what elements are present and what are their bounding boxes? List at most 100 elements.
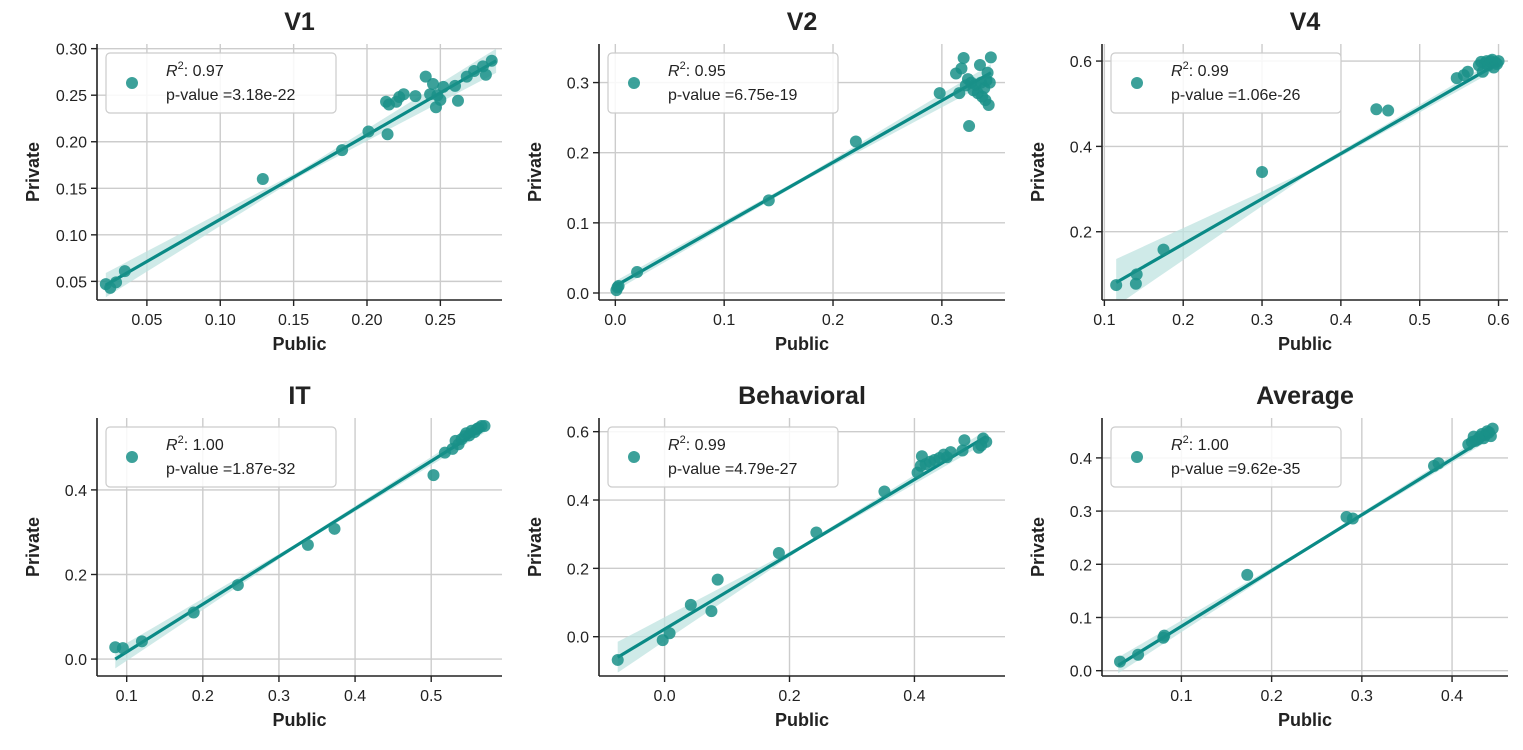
chart-v2-legend-marker — [628, 77, 640, 89]
chart-v2-legend-r2: R2: 0.95 — [668, 60, 726, 80]
chart-v4-legend-pvalue: p-value =1.06e-26 — [1171, 87, 1301, 104]
chart-v1-xtick-label: 0.20 — [351, 312, 382, 329]
chart-it-point — [427, 469, 440, 482]
chart-v4-ytick-label: 0.2 — [1070, 225, 1092, 242]
chart-v2-point — [957, 52, 970, 65]
chart-v1-xtick-label: 0.10 — [205, 312, 236, 329]
chart-v1-legend-r2: R2: 0.97 — [166, 60, 224, 80]
chart-it-ytick-label: 0.0 — [65, 652, 87, 669]
chart-average-point — [1432, 457, 1445, 470]
chart-v4-point — [1382, 104, 1395, 117]
chart-v2-point — [612, 279, 625, 292]
chart-v4-xlabel: Public — [1278, 334, 1332, 354]
chart-behavioral-xtick-label: 0.4 — [903, 688, 925, 705]
chart-behavioral-point — [810, 526, 823, 539]
chart-behavioral-ytick-label: 0.0 — [567, 630, 589, 647]
chart-v1-point — [485, 54, 498, 67]
chart-average-ytick-label: 0.0 — [1070, 664, 1092, 681]
chart-behavioral-legend-r2: R2: 0.99 — [668, 434, 726, 454]
chart-v1-point — [336, 144, 349, 157]
chart-v1-legend — [105, 52, 337, 114]
chart-v2-xtick-label: 0.2 — [822, 312, 844, 329]
chart-v4-point — [1492, 55, 1505, 68]
chart-behavioral-point — [663, 627, 676, 640]
chart-v2-point — [762, 194, 775, 207]
chart-it-point — [328, 522, 341, 535]
chart-v2-legend-pvalue: p-value =6.75e-19 — [668, 87, 798, 104]
chart-v4-plot-area — [1110, 53, 1505, 300]
chart-v1-point — [362, 125, 375, 138]
chart-v4-point — [1129, 277, 1142, 290]
chart-v1-plot-area — [99, 48, 498, 298]
chart-behavioral-ytick-label: 0.4 — [567, 493, 589, 510]
chart-average-ytick-label: 0.3 — [1070, 504, 1092, 521]
chart-v1-xtick-label: 0.25 — [425, 312, 456, 329]
chart-average-xtick-label: 0.4 — [1441, 688, 1463, 705]
chart-v1-ytick-label: 0.30 — [56, 42, 87, 59]
chart-v2-point — [955, 62, 968, 75]
chart-v4-xtick-label: 0.4 — [1330, 312, 1352, 329]
chart-v2-point — [983, 76, 996, 89]
chart-v4-xtick-label: 0.3 — [1251, 312, 1273, 329]
chart-behavioral-point — [772, 546, 785, 559]
chart-v2-point — [933, 87, 946, 100]
chart-v2-ytick-label: 0.2 — [567, 146, 589, 163]
chart-behavioral-legend-pvalue: p-value =4.79e-27 — [668, 461, 798, 478]
chart-v1: 0.05 0.10 0.15 0.20 0.25 0.05 0.10 0.15 0.20 0.25… — [23, 8, 502, 354]
chart-it-legend — [105, 426, 337, 488]
chart-it-xtick-label: 0.2 — [192, 688, 214, 705]
chart-v1-xtick-label: 0.05 — [131, 312, 162, 329]
chart-v2-ytick-label: 0.1 — [567, 216, 589, 233]
chart-v1-point — [110, 276, 123, 289]
chart-behavioral-xtick-label: 0.0 — [653, 688, 675, 705]
chart-v2-ylabel: Private — [525, 142, 545, 202]
chart-average-ylabel: Private — [1028, 517, 1048, 577]
chart-behavioral-point — [684, 598, 697, 611]
chart-it-title: IT — [288, 382, 310, 410]
chart-it-legend-r2: R2: 1.00 — [166, 434, 224, 454]
chart-behavioral-point — [958, 434, 971, 447]
chart-average-point — [1241, 568, 1254, 581]
chart-v4-legend-r2: R2: 0.99 — [1171, 60, 1229, 80]
chart-it-legend-marker — [126, 451, 138, 463]
chart-behavioral-xtick-label: 0.2 — [778, 688, 800, 705]
chart-average-legend-r2: R2: 1.00 — [1171, 434, 1229, 454]
chart-behavioral-point — [956, 444, 969, 457]
chart-v2-point — [973, 59, 986, 72]
chart-behavioral-ylabel: Private — [525, 517, 545, 577]
chart-average-point — [1346, 512, 1359, 525]
chart-it-plot-area — [109, 420, 491, 669]
chart-v4: 0.1 0.2 0.3 0.4 0.5 0.6 0.2 0.4 0.6 V4 Public Priva… — [1028, 8, 1510, 354]
chart-v4-ytick-label: 0.6 — [1070, 54, 1092, 71]
chart-v1-ytick-label: 0.25 — [56, 88, 87, 105]
chart-behavioral-point — [944, 446, 957, 459]
chart-it-point — [187, 606, 200, 619]
chart-v1-point — [434, 93, 447, 106]
chart-v4-legend-marker — [1131, 77, 1143, 89]
chart-v4-point — [1461, 65, 1474, 78]
chart-v1-ytick-label: 0.20 — [56, 135, 87, 152]
chart-v1-legend-marker — [126, 77, 138, 89]
chart-v1-xlabel: Public — [272, 334, 326, 354]
chart-v2-xtick-label: 0.0 — [604, 312, 626, 329]
chart-behavioral-point — [611, 653, 624, 666]
chart-it-regression-line — [114, 426, 486, 661]
chart-it-ytick-label: 0.2 — [65, 567, 87, 584]
chart-it-point — [301, 538, 314, 551]
chart-it-xtick-label: 0.5 — [420, 688, 442, 705]
chart-v1-point — [409, 90, 422, 103]
chart-v1-point — [118, 265, 131, 278]
chart-v1-point — [479, 68, 492, 81]
chart-behavioral-regression-line — [616, 435, 988, 659]
chart-behavioral-xlabel: Public — [775, 710, 829, 730]
chart-behavioral-point — [705, 605, 718, 618]
chart-average-point — [1114, 655, 1127, 668]
chart-v4-regression-line — [1115, 61, 1500, 284]
chart-behavioral-legend-marker — [628, 451, 640, 463]
chart-behavioral-point — [711, 573, 724, 586]
chart-v2-xtick-label: 0.3 — [931, 312, 953, 329]
chart-v4-ytick-label: 0.4 — [1070, 139, 1092, 156]
chart-average-point — [1486, 422, 1499, 435]
chart-average-title: Average — [1256, 382, 1354, 410]
chart-v1-xtick-label: 0.15 — [278, 312, 309, 329]
